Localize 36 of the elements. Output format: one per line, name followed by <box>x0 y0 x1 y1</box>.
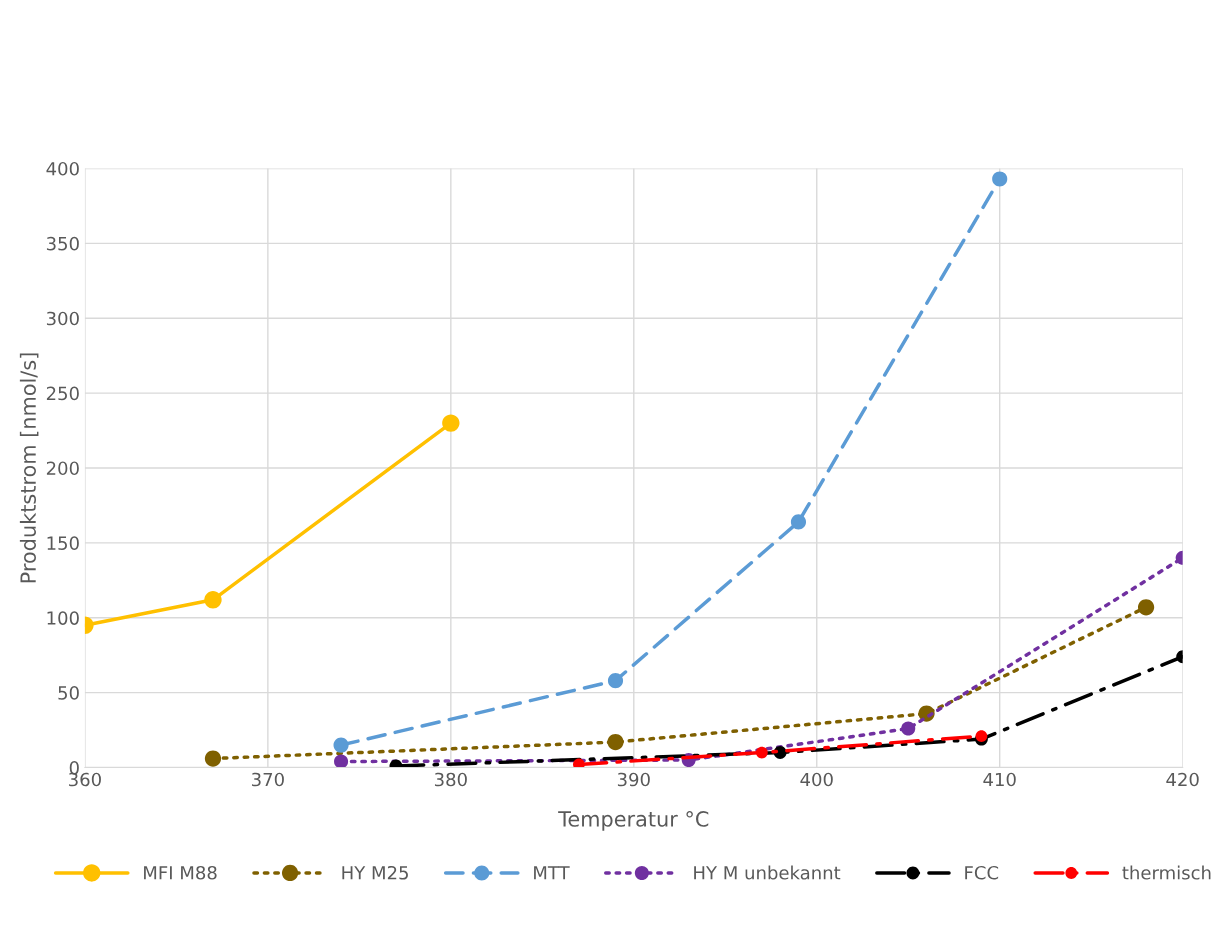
point <box>607 733 624 751</box>
point <box>790 514 807 530</box>
y-tick-label: 300 <box>46 311 79 326</box>
y-tick-label: 200 <box>46 461 79 476</box>
point <box>573 758 585 768</box>
y-tick-label: 50 <box>58 686 79 700</box>
point <box>334 754 349 768</box>
y-tick-label: 150 <box>47 536 79 550</box>
legend-label: FCC <box>965 865 999 880</box>
point <box>204 750 222 767</box>
point <box>992 171 1008 187</box>
point <box>607 673 624 689</box>
y-tick-label: 350 <box>46 236 79 251</box>
x-tick-label: 410 <box>983 772 1016 787</box>
x-tick-label: 380 <box>434 772 467 787</box>
point <box>1137 599 1155 616</box>
legend-label: HY M unbekannt <box>694 865 841 880</box>
point <box>333 737 349 753</box>
legend-label: thermisch <box>1122 865 1211 880</box>
point <box>975 730 988 742</box>
point <box>901 721 916 736</box>
legend-label: MTT <box>534 866 570 880</box>
point <box>204 591 222 609</box>
legend-label: MFI M88 <box>144 865 217 880</box>
point <box>755 746 768 759</box>
y-tick-label: 400 <box>46 161 79 176</box>
legend-label: HY M25 <box>342 865 408 880</box>
x-tick-label: 420 <box>1166 772 1199 787</box>
x-axis-title: Temperatur °C <box>558 811 709 831</box>
x-tick-label: 390 <box>617 772 650 787</box>
point <box>442 414 460 432</box>
y-axis-title: Produktstrom [nmol/s] <box>19 353 39 583</box>
x-tick-label: 370 <box>252 772 284 787</box>
y-tick-label: 250 <box>46 386 79 401</box>
x-tick-label: 400 <box>800 772 833 787</box>
y-tick-label: 100 <box>47 611 79 625</box>
